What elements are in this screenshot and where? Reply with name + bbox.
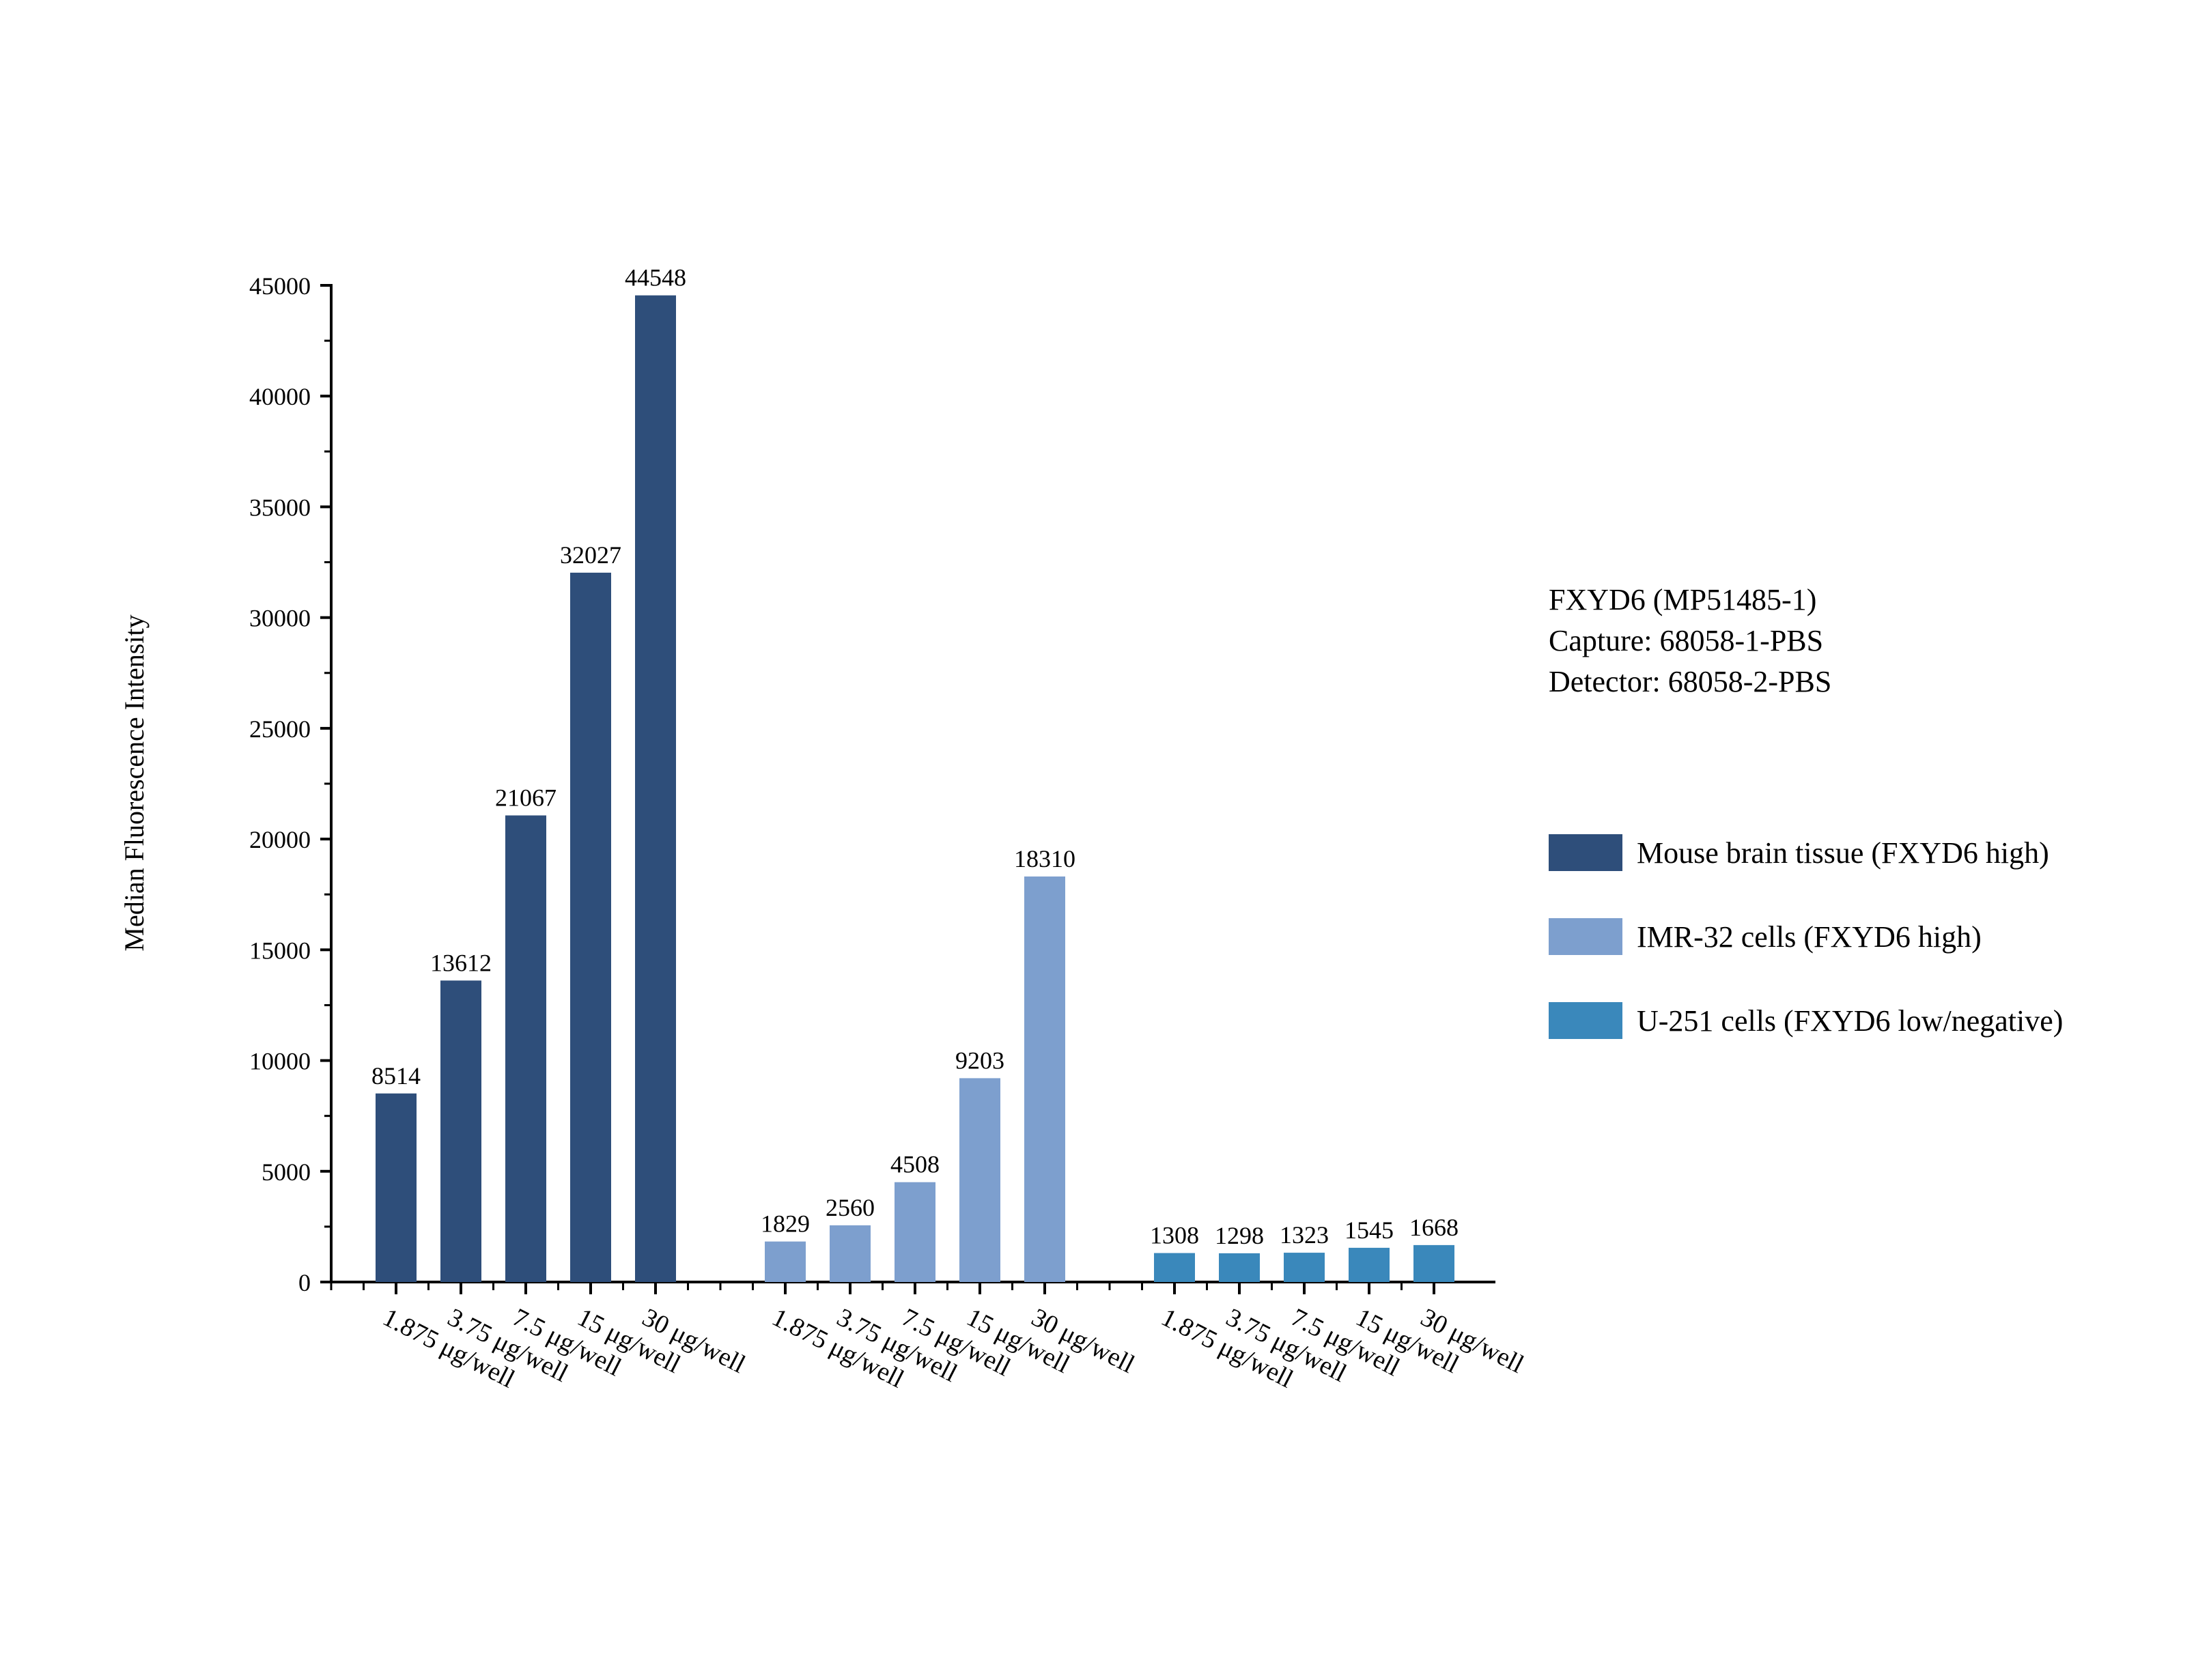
legend-swatch (1549, 834, 1622, 871)
bar (570, 572, 611, 1282)
bar (895, 1182, 935, 1282)
y-tick-label: 0 (298, 1269, 311, 1296)
bar (440, 980, 481, 1282)
y-tick-label: 15000 (249, 937, 311, 964)
bars: 8514 13612 21067 32027 44548 1829 2560 4508 9203… (371, 264, 1459, 1282)
bar-value-label: 18310 (1014, 845, 1075, 872)
bar-value-label: 21067 (495, 784, 557, 811)
legend-label: U-251 cells (FXYD6 low/negative) (1637, 1004, 2063, 1038)
legend: Mouse brain tissue (FXYD6 high) IMR-32 ce… (1549, 834, 2063, 1039)
bar-value-label: 9203 (955, 1047, 1004, 1074)
bar-value-label: 2560 (826, 1194, 875, 1221)
bar (376, 1093, 417, 1282)
bar-value-label: 1308 (1150, 1222, 1199, 1249)
y-tick-label: 40000 (249, 383, 311, 410)
annotation-line-3: Detector: 68058-2-PBS (1549, 665, 1831, 698)
bar (1284, 1253, 1325, 1282)
y-tick-label: 45000 (249, 272, 311, 300)
bar-value-label: 1298 (1215, 1222, 1264, 1249)
bar (1154, 1253, 1195, 1282)
y-tick-label: 30000 (249, 605, 311, 632)
bar-value-label: 1829 (761, 1210, 810, 1238)
bar-value-label: 13612 (430, 949, 492, 976)
bar (765, 1241, 806, 1282)
bar (1024, 876, 1065, 1282)
y-tick-label: 25000 (249, 715, 311, 743)
legend-swatch (1549, 1002, 1622, 1039)
bar (1413, 1244, 1454, 1282)
annotation-line-2: Capture: 68058-1-PBS (1549, 624, 1823, 657)
bar (830, 1225, 871, 1282)
bar-value-label: 1545 (1345, 1216, 1394, 1244)
annotation-block: FXYD6 (MP51485-1) Capture: 68058-1-PBS D… (1549, 583, 1831, 698)
y-axis-title: Median Fluorescence Intensity (119, 614, 150, 951)
bar-value-label: 4508 (890, 1151, 940, 1178)
bar-value-label: 8514 (371, 1062, 421, 1090)
legend-label: IMR-32 cells (FXYD6 high) (1637, 920, 1982, 954)
legend-swatch (1549, 918, 1622, 955)
y-tick-label: 20000 (249, 826, 311, 853)
bar (505, 815, 546, 1282)
annotation-line-1: FXYD6 (MP51485-1) (1549, 583, 1816, 616)
bar (959, 1078, 1000, 1282)
bar-value-label: 1323 (1280, 1221, 1329, 1249)
y-tick-label: 35000 (249, 494, 311, 521)
bar (1219, 1253, 1260, 1282)
bar-value-label: 1668 (1409, 1214, 1459, 1241)
y-axis-ticks: 0 5000 10000 15000 20000 25000 30000 35000 40000… (249, 272, 331, 1296)
bar (635, 295, 676, 1282)
legend-label: Mouse brain tissue (FXYD6 high) (1637, 836, 2049, 870)
bar-value-label: 32027 (560, 541, 621, 569)
bar (1349, 1247, 1390, 1282)
bar-value-label: 44548 (625, 264, 686, 291)
y-tick-label: 10000 (249, 1048, 311, 1075)
y-tick-label: 5000 (262, 1158, 311, 1186)
